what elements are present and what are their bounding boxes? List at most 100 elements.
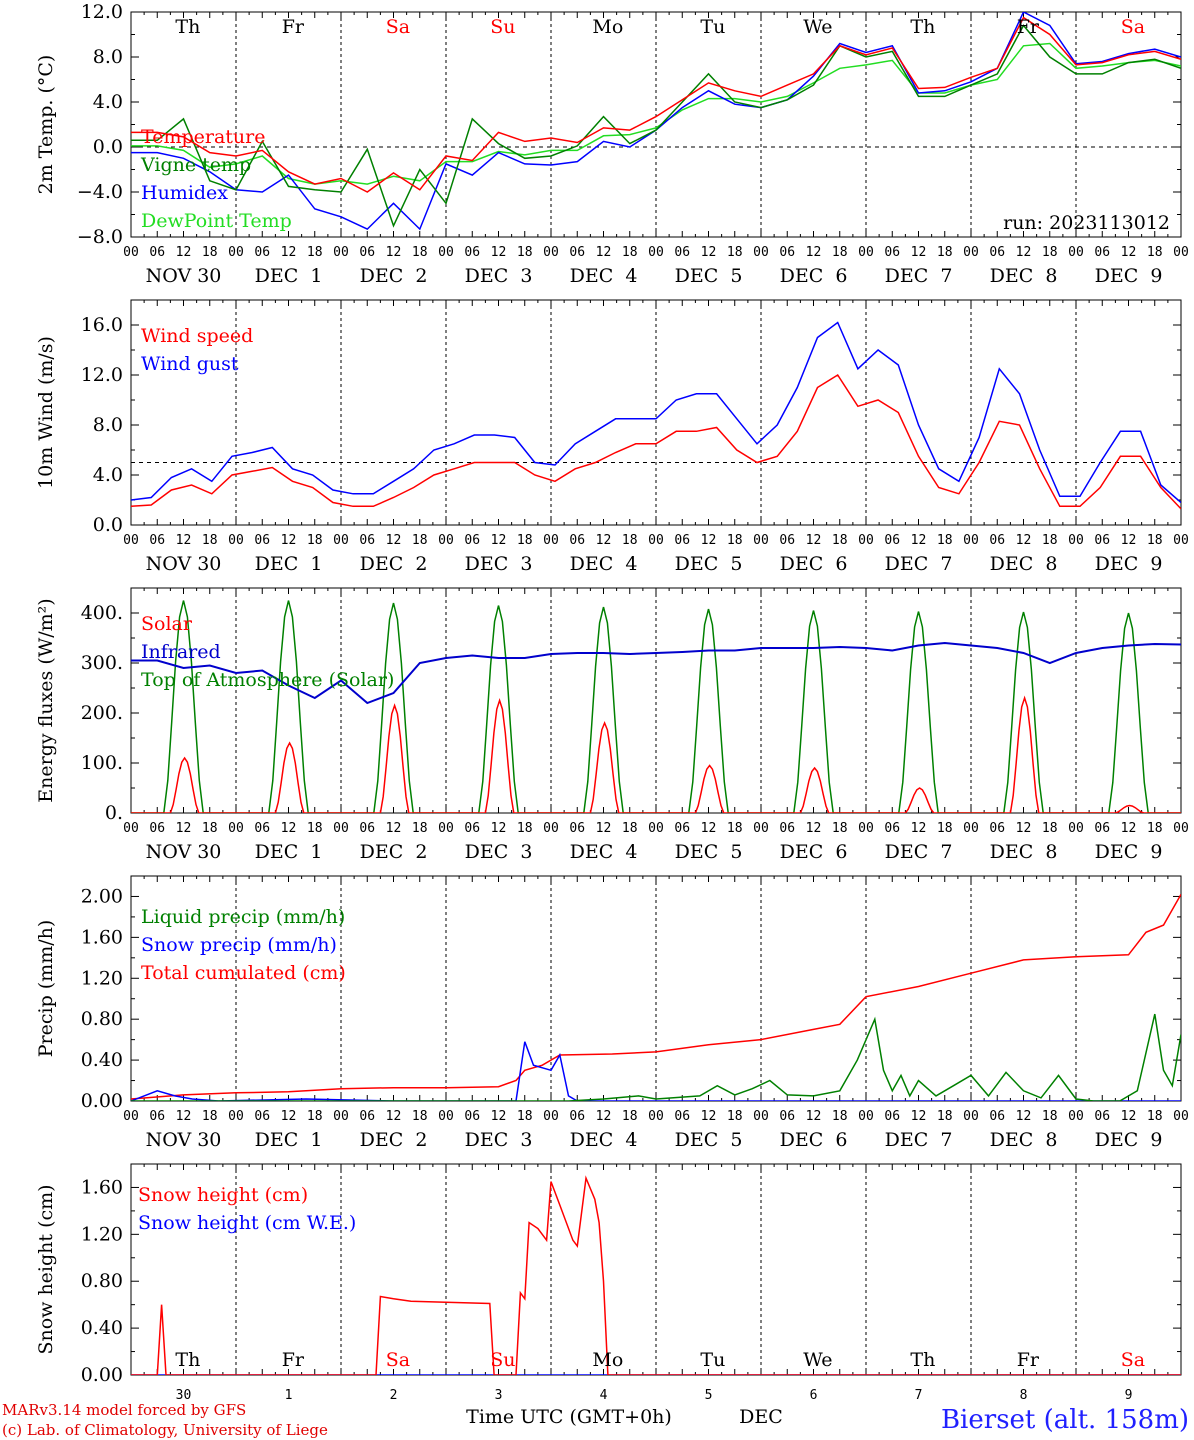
- date-label: DEC 5: [675, 841, 743, 863]
- y-tick-label: 16.0: [81, 314, 123, 336]
- hour-label: 12: [806, 245, 822, 260]
- y-tick-label: 8.0: [93, 414, 123, 436]
- hour-label: 18: [937, 245, 953, 260]
- hour-label: 00: [1173, 1109, 1189, 1124]
- y-axis-label: 2m Temp. (°C): [35, 55, 57, 195]
- hour-label: 00: [228, 533, 244, 548]
- hour-label: 00: [123, 245, 139, 260]
- y-tick-label: −4.0: [77, 181, 123, 203]
- weekday-label: Sa: [386, 1349, 410, 1371]
- hour-label: 00: [123, 533, 139, 548]
- hour-label: 18: [517, 821, 533, 836]
- hour-label: 00: [1173, 533, 1189, 548]
- hour-label: 12: [386, 533, 402, 548]
- weekday-label: We: [803, 1349, 832, 1371]
- hour-label: 00: [753, 245, 769, 260]
- hour-label: 06: [1094, 533, 1110, 548]
- y-tick-label: 400.: [81, 602, 123, 624]
- date-label: DEC 7: [885, 265, 953, 287]
- hour-label: 18: [1147, 533, 1163, 548]
- weekday-label: Sa: [1121, 1349, 1145, 1371]
- hour-label: 12: [701, 245, 717, 260]
- y-axis-label: Energy fluxes (W/m²): [35, 598, 57, 802]
- date-label: DEC 6: [780, 265, 848, 287]
- hour-label: 12: [491, 1109, 507, 1124]
- y-tick-label: 300.: [81, 652, 123, 674]
- date-label: DEC 3: [465, 265, 533, 287]
- hour-label: 06: [254, 821, 270, 836]
- hour-label: 06: [674, 533, 690, 548]
- hour-label: 12: [281, 245, 297, 260]
- hour-label: 06: [149, 533, 165, 548]
- series-line-2: [131, 24, 1181, 228]
- hour-label: 18: [937, 533, 953, 548]
- date-label: DEC 9: [1095, 553, 1163, 575]
- date-label: DEC 3: [465, 1129, 533, 1151]
- hour-label: 18: [412, 1109, 428, 1124]
- hour-label: 00: [1068, 821, 1084, 836]
- hour-label: 06: [254, 1109, 270, 1124]
- date-label: DEC 1: [255, 553, 323, 575]
- hour-label: 12: [911, 245, 927, 260]
- hour-label: 00: [543, 245, 559, 260]
- day-number: 5: [705, 1388, 713, 1403]
- hour-label: 18: [307, 821, 323, 836]
- hour-label: 18: [832, 245, 848, 260]
- y-tick-label: 4.0: [93, 91, 123, 113]
- date-label: DEC 1: [255, 265, 323, 287]
- hour-label: 12: [386, 1109, 402, 1124]
- hour-label: 00: [1068, 533, 1084, 548]
- hour-label: 12: [176, 1109, 192, 1124]
- hour-label: 18: [622, 245, 638, 260]
- lab-credit: (c) Lab. of Climatology, University of L…: [2, 1421, 328, 1439]
- series-line-2: [131, 1041, 1181, 1101]
- series-line-4: [131, 42, 1181, 185]
- hour-label: 00: [648, 245, 664, 260]
- month-label: DEC: [739, 1406, 783, 1428]
- weekday-label: Fr: [1017, 16, 1040, 38]
- date-label: NOV 30: [146, 841, 222, 863]
- hour-label: 18: [1147, 1109, 1163, 1124]
- hour-label: 00: [438, 1109, 454, 1124]
- hour-label: 18: [1147, 245, 1163, 260]
- legend-entry: Humidex: [141, 182, 228, 204]
- hour-label: 00: [858, 533, 874, 548]
- hour-label: 12: [1121, 821, 1137, 836]
- date-label: DEC 4: [570, 1129, 638, 1151]
- station-label: Bierset (alt. 158m): [941, 1405, 1189, 1435]
- hour-label: 18: [412, 821, 428, 836]
- hour-label: 00: [858, 821, 874, 836]
- hour-label: 06: [359, 245, 375, 260]
- hour-label: 00: [228, 1109, 244, 1124]
- hour-label: 06: [674, 821, 690, 836]
- panel-3: 400. 300. 200. 100. 0. Energy fluxes (W/m²) So…: [35, 587, 1189, 863]
- legend-entry: Infrared: [141, 641, 221, 663]
- hour-label: 00: [1173, 821, 1189, 836]
- hour-label: 06: [464, 821, 480, 836]
- series-line-3: [131, 600, 1181, 813]
- hour-label: 00: [333, 245, 349, 260]
- hour-label: 00: [543, 533, 559, 548]
- hour-label: 06: [884, 533, 900, 548]
- hour-label: 12: [1016, 1109, 1032, 1124]
- hour-label: 12: [1121, 533, 1137, 548]
- y-tick-label: 0.80: [81, 1008, 123, 1030]
- hour-label: 00: [963, 1109, 979, 1124]
- hour-label: 12: [596, 245, 612, 260]
- hour-label: 12: [1016, 245, 1032, 260]
- legend-entry: Wind speed: [141, 325, 253, 347]
- series-line-3: [131, 894, 1181, 1100]
- weekday-label: Th: [175, 1349, 200, 1371]
- plot-frame: [130, 299, 1182, 526]
- hour-label: 06: [464, 245, 480, 260]
- hour-label: 00: [753, 821, 769, 836]
- y-tick-label: 4.0: [93, 464, 123, 486]
- y-tick-label: 8.0: [93, 46, 123, 68]
- date-label: DEC 4: [570, 841, 638, 863]
- hour-label: 06: [779, 245, 795, 260]
- hour-label: 12: [1016, 821, 1032, 836]
- date-label: DEC 8: [990, 1129, 1058, 1151]
- hour-label: 00: [333, 1109, 349, 1124]
- hour-label: 06: [1094, 821, 1110, 836]
- hour-label: 18: [1042, 821, 1058, 836]
